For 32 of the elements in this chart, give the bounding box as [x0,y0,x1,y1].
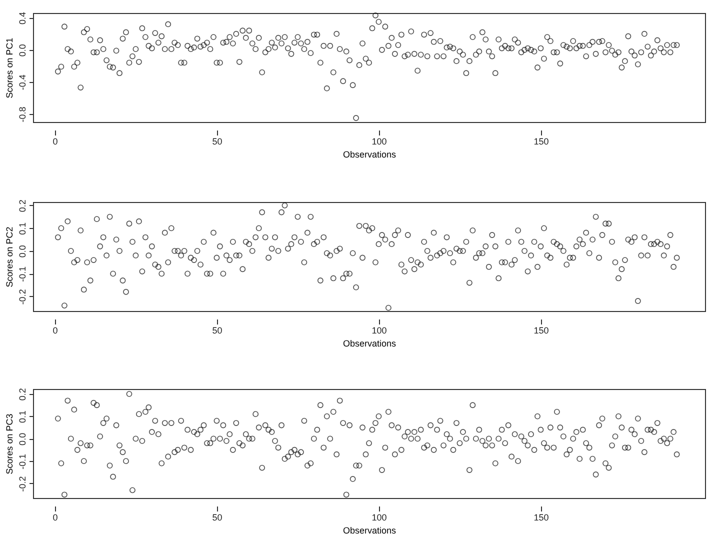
y-tick-label: -0.1 [18,454,28,470]
x-tick-label: 150 [534,512,549,522]
x-tick-label: 100 [372,326,387,336]
y-tick-label: 0.0 [18,44,28,57]
y-tick-label: 0.1 [18,222,28,235]
x-tick-label: 100 [372,512,387,522]
x-axis-title: Observations [342,150,397,160]
y-tick-label: 0.2 [18,388,28,401]
y-tick-label: -0.8 [18,106,28,122]
x-tick-label: 50 [212,136,222,146]
y-tick-label: 0.4 [18,12,28,25]
y-tick-label: 0.2 [18,200,28,212]
x-tick-label: 50 [212,512,222,522]
x-tick-label: 0 [52,512,58,522]
y-axis-title: Scores on PC1 [4,38,14,98]
x-tick-label: 100 [372,136,387,146]
x-tick-label: 150 [534,326,549,336]
x-tick-label: 150 [534,136,549,146]
y-tick-label: -0.1 [18,266,28,282]
x-tick-label: 50 [212,326,222,336]
y-tick-label: -0.4 [18,74,28,90]
y-tick-label: 0.0 [18,245,28,258]
y-axis-title: Scores on PC3 [4,414,14,474]
x-axis-title: Observations [342,338,397,348]
x-axis-title: Observations [342,526,397,536]
y-tick-label: -0.2 [18,476,28,492]
y-axis-title: Scores on PC2 [4,226,14,288]
y-tick-label: 0.1 [18,410,28,424]
x-tick-label: 0 [52,326,58,336]
x-tick-label: 0 [52,136,58,146]
y-tick-label: 0.0 [18,432,28,446]
y-tick-label: -0.2 [18,289,28,305]
